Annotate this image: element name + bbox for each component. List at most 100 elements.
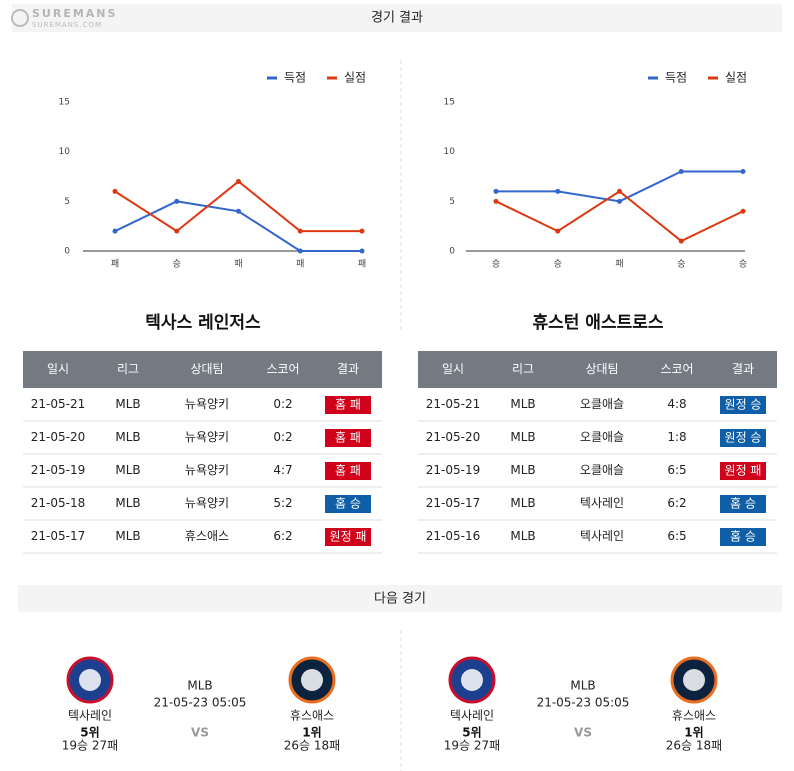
watermark-brand: SUREMANS	[32, 7, 117, 20]
point	[359, 248, 365, 254]
result-label: 홈 패	[335, 431, 361, 445]
cell: MLB	[510, 463, 535, 477]
cell: MLB	[510, 430, 535, 444]
header-cell: 리그	[512, 362, 534, 376]
point	[493, 198, 499, 204]
team-logo-inner	[461, 669, 483, 691]
header-cell: 스코어	[660, 362, 693, 376]
point	[617, 198, 622, 204]
result-label: 홈 패	[335, 464, 361, 478]
y-tick-label: 5	[449, 197, 455, 207]
cell: 텍사레인	[580, 496, 624, 510]
watermark-site: SUREMANS.COM	[32, 21, 102, 29]
header-cell: 일시	[442, 362, 464, 376]
cell: 0:2	[273, 397, 292, 411]
cell: 6:2	[273, 529, 292, 543]
result-label: 원정 승	[725, 431, 762, 445]
y-tick-label: 0	[64, 247, 70, 257]
point	[112, 188, 118, 194]
cell: 21-05-19	[426, 463, 480, 477]
legend-label: 실점	[725, 71, 747, 85]
vs: VS	[191, 726, 209, 740]
result-label: 홈 패	[335, 398, 361, 412]
x-tick-label: 패	[296, 259, 304, 270]
point	[555, 228, 561, 234]
result-badge	[325, 429, 371, 447]
next-bar	[18, 585, 782, 612]
header-cell: 상대팀	[190, 362, 223, 376]
cell: 1:8	[667, 430, 686, 444]
x-tick-label: 승	[173, 259, 181, 270]
team-title: 휴스턴 애스트로스	[532, 312, 663, 333]
y-tick-label: 0	[449, 247, 455, 257]
point	[617, 188, 622, 194]
point	[740, 208, 746, 214]
cell: 0:2	[273, 430, 292, 444]
results-title: 경기 결과	[371, 11, 423, 26]
next-title: 다음 경기	[374, 592, 426, 607]
point	[174, 198, 180, 204]
cell: 텍사레인	[580, 529, 624, 543]
cell: MLB	[115, 463, 140, 477]
point	[236, 208, 241, 214]
team-name: 텍사레인	[68, 709, 112, 723]
cell: 21-05-19	[31, 463, 85, 477]
cell: 4:7	[273, 463, 292, 477]
cell: 21-05-20	[31, 430, 85, 444]
team-name: 휴스애스	[290, 709, 334, 723]
x-tick-label: 패	[358, 259, 366, 270]
x-tick-label: 승	[554, 259, 562, 270]
team-record: 26승 18패	[666, 739, 722, 753]
y-tick-label: 15	[444, 98, 455, 108]
y-tick-label: 15	[59, 98, 70, 108]
header-cell: 일시	[47, 362, 69, 376]
result-label: 원정 승	[725, 398, 762, 412]
result-label: 홈 승	[335, 497, 361, 511]
x-tick-label: 승	[739, 259, 747, 270]
cell: 오클애슬	[580, 430, 624, 444]
x-tick-label: 패	[234, 259, 242, 270]
cell: 21-05-17	[426, 496, 480, 510]
point	[297, 248, 303, 254]
team-record: 19승 27패	[62, 739, 118, 753]
result-label: 홈 승	[730, 530, 756, 544]
y-tick-label: 10	[59, 147, 71, 157]
team-rank: 1위	[684, 726, 703, 740]
result-label: 홈 승	[730, 497, 756, 511]
vs: VS	[574, 726, 592, 740]
team-rank: 1위	[302, 726, 321, 740]
cell: 뉴욕양키	[185, 430, 229, 444]
point	[174, 228, 180, 234]
cell: 21-05-20	[426, 430, 480, 444]
cell: MLB	[115, 496, 140, 510]
result-badge	[720, 396, 766, 414]
cell: 뉴욕양키	[185, 496, 229, 510]
result-badge	[720, 495, 766, 513]
point	[555, 188, 561, 194]
result-badge	[325, 462, 371, 480]
point	[297, 228, 303, 234]
cell: 뉴욕양키	[185, 463, 229, 477]
y-tick-label: 5	[64, 197, 70, 207]
team-record: 19승 27패	[444, 739, 500, 753]
legend-label: 득점	[665, 71, 687, 85]
header-cell: 리그	[117, 362, 139, 376]
header-cell: 상대팀	[585, 362, 618, 376]
team-logo-inner	[79, 669, 101, 691]
cell: 6:2	[667, 496, 686, 510]
legend-label: 실점	[344, 71, 366, 85]
cell: MLB	[115, 430, 140, 444]
result-badge	[325, 396, 371, 414]
game-time: 21-05-23 05:05	[537, 696, 630, 710]
result-label: 원정 패	[725, 464, 762, 478]
team-title: 텍사스 레인저스	[145, 313, 261, 333]
cell: 21-05-17	[31, 529, 85, 543]
y-tick-label: 10	[444, 147, 456, 157]
cell: 오클애슬	[580, 397, 624, 411]
cell: MLB	[510, 529, 535, 543]
point	[678, 238, 684, 244]
cell: 21-05-16	[426, 529, 480, 543]
header-cell: 결과	[337, 362, 359, 376]
results-bar	[12, 4, 782, 32]
